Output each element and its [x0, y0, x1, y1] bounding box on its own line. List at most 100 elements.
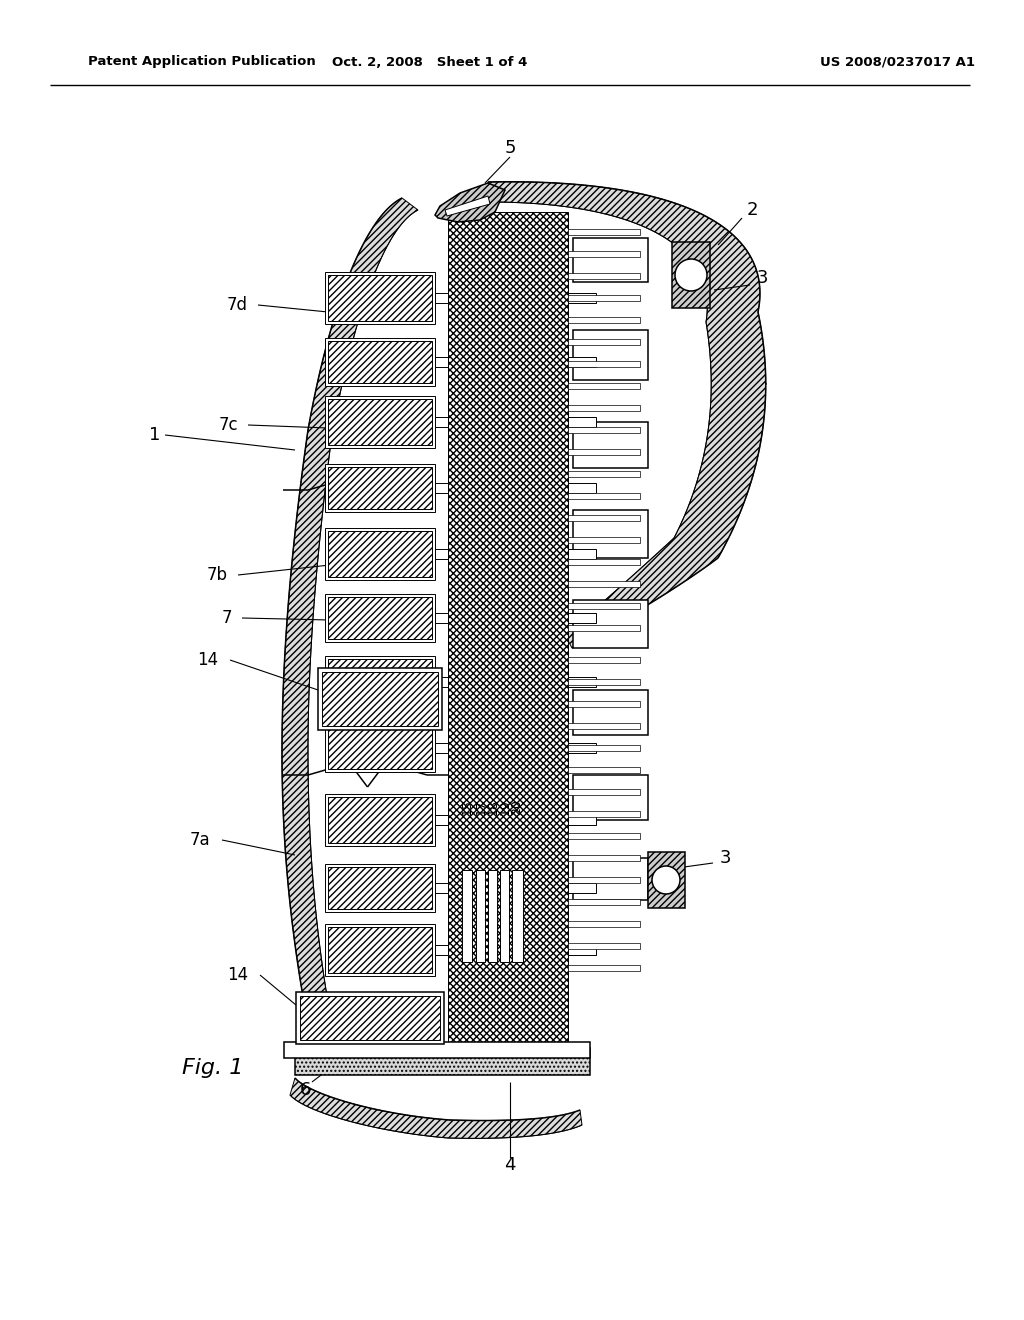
- Polygon shape: [568, 767, 640, 774]
- Polygon shape: [435, 743, 449, 752]
- Polygon shape: [568, 273, 640, 279]
- Text: 7c: 7c: [218, 416, 238, 434]
- Text: 7: 7: [221, 609, 232, 627]
- Polygon shape: [435, 483, 449, 492]
- Polygon shape: [568, 876, 640, 883]
- Text: 3: 3: [757, 269, 768, 286]
- Polygon shape: [325, 465, 435, 512]
- Polygon shape: [512, 870, 523, 962]
- Polygon shape: [568, 942, 640, 949]
- Polygon shape: [568, 426, 640, 433]
- Polygon shape: [568, 251, 640, 257]
- Polygon shape: [568, 356, 596, 367]
- Polygon shape: [295, 1048, 590, 1074]
- Polygon shape: [435, 677, 449, 686]
- Polygon shape: [568, 537, 640, 543]
- Polygon shape: [568, 814, 596, 825]
- Text: 14: 14: [227, 966, 248, 983]
- Text: Patent Application Publication: Patent Application Publication: [88, 55, 315, 69]
- Polygon shape: [325, 723, 435, 772]
- Polygon shape: [325, 924, 435, 975]
- Polygon shape: [328, 341, 432, 383]
- Polygon shape: [648, 851, 685, 908]
- Polygon shape: [325, 528, 435, 579]
- Polygon shape: [573, 422, 648, 469]
- Text: 2: 2: [746, 201, 758, 219]
- Polygon shape: [328, 659, 432, 705]
- Polygon shape: [568, 678, 640, 685]
- Polygon shape: [672, 242, 710, 308]
- Polygon shape: [568, 883, 596, 894]
- Polygon shape: [568, 549, 596, 558]
- Polygon shape: [445, 195, 490, 216]
- Polygon shape: [573, 690, 648, 735]
- Text: 20: 20: [511, 799, 523, 814]
- Polygon shape: [325, 396, 435, 447]
- Polygon shape: [568, 789, 640, 795]
- Polygon shape: [328, 467, 432, 510]
- Text: 7a: 7a: [189, 832, 210, 849]
- Polygon shape: [568, 228, 640, 235]
- Polygon shape: [568, 657, 640, 663]
- Text: 19: 19: [499, 799, 512, 814]
- Polygon shape: [488, 870, 497, 962]
- Text: US 2008/0237017 A1: US 2008/0237017 A1: [820, 55, 975, 69]
- Polygon shape: [435, 883, 449, 894]
- Polygon shape: [568, 293, 596, 304]
- Polygon shape: [568, 603, 640, 609]
- Polygon shape: [328, 275, 432, 321]
- Polygon shape: [573, 238, 648, 282]
- Polygon shape: [573, 775, 648, 820]
- Text: 3: 3: [719, 849, 731, 867]
- Polygon shape: [435, 945, 449, 954]
- Polygon shape: [282, 198, 418, 1035]
- Polygon shape: [500, 870, 509, 962]
- Polygon shape: [325, 865, 435, 912]
- Text: 4: 4: [504, 1156, 516, 1173]
- Polygon shape: [322, 672, 438, 726]
- Polygon shape: [435, 814, 449, 825]
- Polygon shape: [568, 317, 640, 323]
- Text: 6: 6: [299, 1081, 310, 1100]
- Polygon shape: [325, 594, 435, 642]
- Polygon shape: [568, 945, 596, 954]
- Text: 1: 1: [150, 426, 161, 444]
- Polygon shape: [568, 612, 596, 623]
- Polygon shape: [568, 383, 640, 389]
- Text: 7b: 7b: [207, 566, 228, 583]
- Text: 5: 5: [504, 139, 516, 157]
- Polygon shape: [488, 182, 766, 648]
- Polygon shape: [328, 867, 432, 909]
- Polygon shape: [328, 797, 432, 843]
- Polygon shape: [435, 549, 449, 558]
- Polygon shape: [462, 870, 472, 962]
- Polygon shape: [568, 965, 640, 972]
- Circle shape: [652, 866, 680, 894]
- Polygon shape: [476, 870, 485, 962]
- Polygon shape: [318, 668, 442, 730]
- Polygon shape: [568, 701, 640, 708]
- Polygon shape: [328, 399, 432, 445]
- Polygon shape: [568, 677, 596, 686]
- Polygon shape: [568, 294, 640, 301]
- Polygon shape: [568, 743, 596, 752]
- Polygon shape: [435, 293, 449, 304]
- Polygon shape: [568, 723, 640, 729]
- Polygon shape: [568, 833, 640, 840]
- Polygon shape: [290, 1078, 582, 1138]
- Polygon shape: [573, 858, 648, 900]
- Polygon shape: [568, 417, 596, 426]
- Polygon shape: [573, 601, 648, 648]
- Text: 15: 15: [461, 799, 473, 814]
- Polygon shape: [568, 515, 640, 521]
- Polygon shape: [568, 624, 640, 631]
- Polygon shape: [568, 471, 640, 477]
- Circle shape: [675, 259, 707, 290]
- Polygon shape: [435, 417, 449, 426]
- Text: 14: 14: [197, 651, 218, 669]
- Polygon shape: [325, 272, 435, 323]
- Polygon shape: [328, 927, 432, 973]
- Polygon shape: [568, 492, 640, 499]
- Polygon shape: [568, 449, 640, 455]
- Polygon shape: [284, 1041, 590, 1059]
